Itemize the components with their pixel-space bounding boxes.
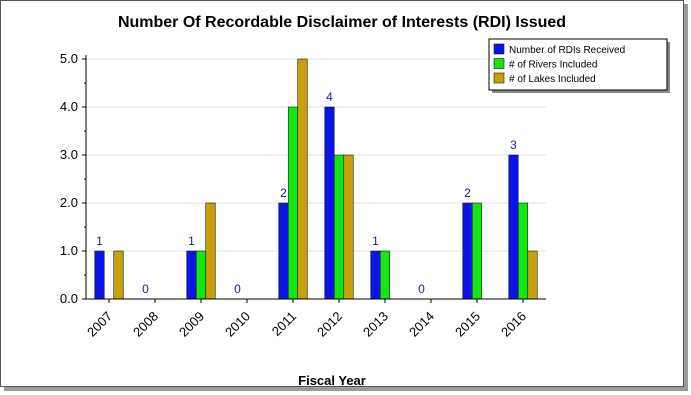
data-label: 4 (326, 90, 333, 104)
legend-label: # of Rivers Included (509, 60, 597, 71)
data-label: 3 (510, 138, 517, 152)
x-axis-label: Fiscal Year (298, 373, 366, 386)
bar-2012-series-1 (324, 106, 335, 300)
bar-2013-series-2 (379, 250, 391, 300)
y-tick-label: 5.0 (60, 51, 78, 66)
bar-2013-series-1 (370, 250, 381, 300)
data-label: 0 (234, 282, 241, 296)
data-label: 2 (464, 186, 471, 200)
x-axis-ticks: 2007 2008 2009 2010 2011 2012 2013 2014 2015 2016 (84, 299, 529, 340)
x-tick-label: 2009 (176, 309, 207, 340)
bar-2016-series-1 (508, 154, 519, 300)
bar-2009-series-2 (195, 250, 207, 300)
bar-2015-series-2 (471, 202, 483, 300)
data-label: 0 (142, 282, 149, 296)
legend-label: Number of RDIs Received (509, 45, 625, 56)
bar-2007-series-1 (94, 250, 105, 300)
y-tick-label: 0.0 (60, 291, 78, 306)
data-labels: 1 0 1 0 2 4 1 0 2 3 (96, 90, 517, 296)
bar-2011-series-3 (297, 58, 308, 300)
bar-2009-series-1 (186, 250, 197, 300)
y-tick-label: 2.0 (60, 195, 78, 210)
legend-swatch (493, 72, 505, 84)
bars (94, 58, 538, 300)
bar-2009-series-3 (205, 202, 216, 300)
chart-frame: Number Of Recordable Disclaimer of Inter… (0, 0, 684, 387)
x-tick-label: 2008 (130, 309, 161, 340)
y-axis-ticks: 0.0 1.0 2.0 3.0 4.0 5.0 (60, 51, 86, 306)
x-tick-label: 2015 (452, 309, 483, 340)
x-tick-label: 2010 (222, 309, 253, 340)
bar-2012-series-2 (333, 154, 345, 300)
y-tick-label: 4.0 (60, 99, 78, 114)
x-tick-label: 2011 (269, 309, 299, 339)
x-tick-label: 2016 (498, 309, 529, 340)
data-label: 2 (280, 186, 287, 200)
legend-label: # of Lakes Included (509, 74, 596, 85)
data-label: 1 (96, 234, 103, 248)
chart-title: Number Of Recordable Disclaimer of Inter… (118, 14, 566, 31)
bar-2011-series-2 (287, 106, 299, 300)
y-tick-label: 3.0 (60, 147, 78, 162)
legend-swatch (493, 58, 505, 69)
legend-swatch (493, 43, 505, 55)
bar-2011-series-1 (278, 202, 289, 300)
bar-2016-series-2 (517, 202, 529, 300)
bar-2016-series-3 (527, 250, 538, 300)
bar-2015-series-1 (462, 202, 473, 300)
bar-2012-series-3 (343, 154, 354, 300)
legend-box (488, 38, 668, 91)
legend: Number of RDIs Received # of Rivers Inclu… (488, 38, 670, 93)
x-tick-label: 2007 (84, 309, 115, 340)
data-label: 1 (372, 234, 379, 248)
axes (85, 55, 546, 300)
data-label: 1 (188, 234, 195, 248)
y-tick-label: 1.0 (60, 243, 78, 258)
bar-chart: Number Of Recordable Disclaimer of Inter… (60, 14, 670, 386)
x-tick-label: 2012 (314, 309, 345, 340)
data-label: 0 (418, 282, 425, 296)
x-tick-label: 2014 (406, 309, 437, 340)
x-tick-label: 2013 (360, 309, 391, 340)
bar-2007-series-3 (113, 250, 124, 300)
